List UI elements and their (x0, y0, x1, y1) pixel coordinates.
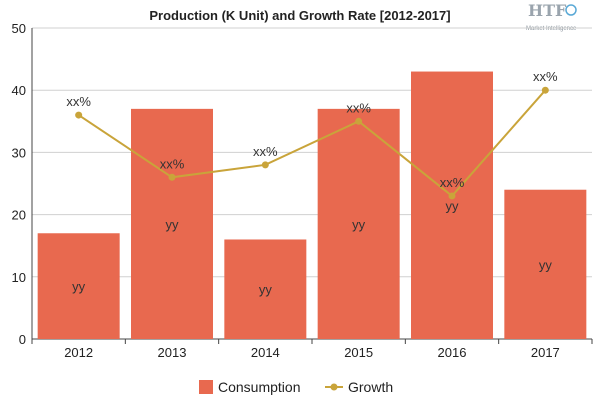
bar-data-label: yy (259, 282, 273, 297)
x-tick-label: 2017 (531, 345, 560, 360)
x-axis: 2012 2013 2014 2015 2016 2017 (31, 339, 593, 360)
chart-title: Production (K Unit) and Growth Rate [201… (149, 8, 450, 23)
line-data-label: xx% (440, 175, 465, 190)
growth-point (541, 86, 549, 94)
legend-label-consumption: Consumption (218, 379, 301, 395)
growth-point (355, 117, 363, 125)
data-labels: yy yy yy yy yy yy xx% xx% xx% xx% xx% xx% (66, 69, 558, 297)
bar-data-label: yy (352, 217, 366, 232)
bar (131, 108, 213, 339)
growth-point (168, 173, 176, 181)
logo-text: HTF (528, 1, 567, 20)
line-data-label: xx% (160, 156, 185, 171)
growth-point (261, 161, 269, 169)
y-tick-label: 30 (12, 145, 26, 160)
bar-data-label: yy (166, 217, 180, 232)
growth-line (78, 89, 547, 198)
line-data-label: xx% (66, 94, 91, 109)
bar-series (37, 71, 587, 339)
x-tick-label: 2016 (438, 345, 467, 360)
line-series (75, 86, 549, 200)
legend: Consumption Growth (199, 379, 393, 395)
legend-marker-growth (330, 383, 338, 391)
globe-icon (565, 4, 577, 16)
bar (317, 108, 400, 339)
x-tick-label: 2013 (158, 345, 187, 360)
x-tick-label: 2014 (251, 345, 280, 360)
y-axis: 0 10 20 30 40 50 (12, 21, 33, 347)
legend-swatch-consumption (199, 380, 213, 394)
y-tick-label: 10 (12, 270, 26, 285)
bar (411, 71, 493, 339)
bar (224, 239, 307, 339)
bar (37, 233, 120, 339)
bar-data-label: yy (446, 198, 460, 213)
bar-data-label: yy (539, 257, 553, 272)
growth-point (448, 192, 456, 200)
y-tick-label: 0 (19, 332, 26, 347)
brand-logo: HTF Market Intelligence (526, 1, 577, 32)
growth-point (75, 111, 83, 119)
logo-subtitle: Market Intelligence (526, 26, 577, 32)
bar-data-label: yy (72, 279, 86, 294)
line-data-label: xx% (533, 69, 558, 84)
y-tick-label: 40 (12, 83, 26, 98)
line-data-label: xx% (346, 100, 371, 115)
line-data-label: xx% (253, 144, 278, 159)
x-tick-label: 2012 (64, 345, 93, 360)
x-tick-label: 2015 (344, 345, 373, 360)
y-tick-label: 50 (12, 21, 26, 36)
y-tick-label: 20 (12, 208, 26, 223)
legend-label-growth: Growth (348, 379, 393, 395)
bar (504, 189, 587, 339)
